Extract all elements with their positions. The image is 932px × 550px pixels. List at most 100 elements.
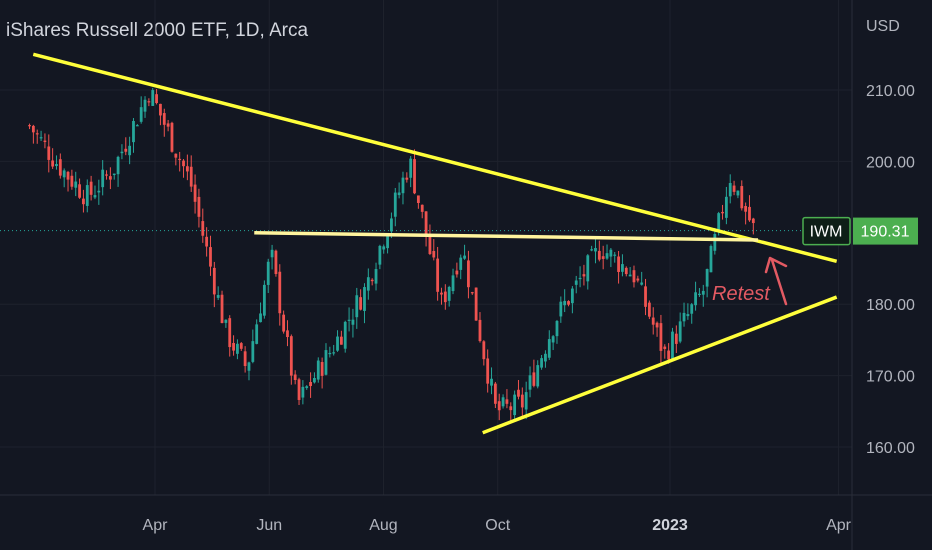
candle xyxy=(628,267,632,277)
candle xyxy=(351,308,355,338)
candle xyxy=(85,179,89,213)
candle xyxy=(578,266,582,288)
candle xyxy=(309,372,312,398)
candle xyxy=(582,264,586,286)
candle xyxy=(447,285,451,307)
candle xyxy=(451,268,455,295)
candle xyxy=(547,330,551,361)
candle xyxy=(705,268,709,298)
candle xyxy=(651,307,655,335)
candle xyxy=(420,204,424,219)
candle xyxy=(678,312,682,344)
candle xyxy=(366,268,370,300)
candle xyxy=(443,284,447,310)
candle xyxy=(320,357,324,389)
candle xyxy=(513,390,517,420)
candle xyxy=(339,330,343,345)
candle xyxy=(28,123,31,130)
candle xyxy=(493,381,497,408)
candle xyxy=(544,350,547,368)
candle xyxy=(370,278,374,286)
candle xyxy=(170,121,174,153)
overlay: Retest IWM 190.31 xyxy=(712,216,918,306)
candle xyxy=(524,381,528,420)
candle xyxy=(640,271,644,286)
candle xyxy=(47,134,51,173)
candle xyxy=(166,119,170,132)
candle xyxy=(55,155,58,170)
candle xyxy=(205,227,209,257)
candle xyxy=(401,171,405,205)
candle xyxy=(501,394,505,409)
candle xyxy=(671,327,674,361)
candle xyxy=(124,137,128,156)
candle xyxy=(324,343,328,376)
trendline-ascending-support[interactable] xyxy=(482,295,838,435)
candle xyxy=(551,335,555,351)
candle xyxy=(748,195,751,222)
candle xyxy=(178,151,182,172)
candle xyxy=(505,389,509,409)
candle xyxy=(605,244,609,260)
candle xyxy=(43,133,47,149)
x-tick-label: Jun xyxy=(256,517,282,534)
candle xyxy=(120,144,124,160)
candle xyxy=(624,266,628,277)
candle xyxy=(474,287,478,321)
candle xyxy=(663,344,667,359)
candle xyxy=(255,319,259,345)
candle xyxy=(509,402,513,422)
candle xyxy=(193,174,197,214)
retest-arrow-icon xyxy=(764,256,788,306)
candle xyxy=(597,240,601,262)
candle xyxy=(570,286,574,314)
candle xyxy=(397,182,401,199)
candle xyxy=(701,284,705,307)
symbol-badge-label: IWM xyxy=(810,224,843,241)
candle xyxy=(220,290,224,324)
candle xyxy=(243,346,247,373)
candle xyxy=(182,159,185,178)
candle xyxy=(251,329,255,364)
price-badge xyxy=(853,217,918,245)
candle xyxy=(517,380,520,400)
candle xyxy=(374,262,378,291)
candle xyxy=(386,233,389,254)
candle xyxy=(690,302,694,324)
candle xyxy=(151,87,155,106)
trendline-descending-resistance[interactable] xyxy=(32,52,838,264)
candle xyxy=(594,239,597,264)
candle xyxy=(416,195,420,209)
candle xyxy=(66,170,70,192)
candle xyxy=(363,283,366,324)
candle xyxy=(247,361,251,381)
candle xyxy=(470,291,474,295)
candle xyxy=(428,224,432,256)
candle xyxy=(274,249,278,277)
candle xyxy=(301,380,305,405)
candle xyxy=(105,170,108,180)
candle xyxy=(698,288,701,297)
candle xyxy=(297,377,301,405)
candle xyxy=(482,340,486,366)
candle xyxy=(74,171,78,197)
candle xyxy=(201,208,205,243)
candle xyxy=(305,385,309,390)
candle xyxy=(601,245,605,270)
candle xyxy=(286,320,289,347)
candle xyxy=(359,289,363,311)
candle xyxy=(674,325,678,354)
candle xyxy=(316,357,320,383)
candle xyxy=(259,302,262,323)
candle xyxy=(520,387,524,418)
trendline-horizontal-level[interactable] xyxy=(254,231,759,242)
candle xyxy=(686,303,690,320)
candle xyxy=(574,275,578,294)
candle xyxy=(740,180,744,211)
candle xyxy=(139,96,143,124)
candle xyxy=(709,244,713,273)
retest-annotation: Retest xyxy=(712,283,771,305)
candle xyxy=(62,168,66,188)
candle xyxy=(228,315,232,357)
